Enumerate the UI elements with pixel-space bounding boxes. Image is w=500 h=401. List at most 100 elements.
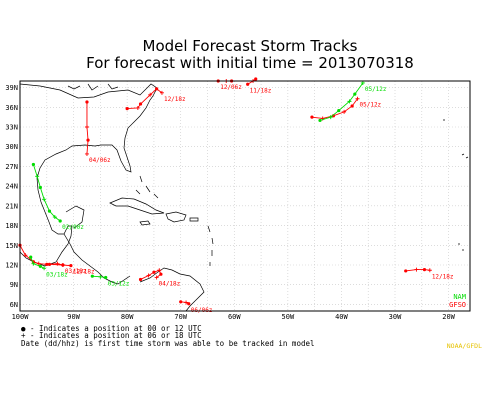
us-coastline xyxy=(19,83,158,267)
lon-tick-label: 20W xyxy=(442,313,455,321)
track-point-intermediate xyxy=(414,267,419,272)
track-point-intermediate xyxy=(360,80,365,85)
coastlines xyxy=(19,83,469,312)
track-point-synoptic xyxy=(29,255,33,259)
legend-line-synoptic: ● - Indicates a position at 00 or 12 UTC xyxy=(21,324,202,333)
track-date-label: 04/18z xyxy=(159,280,181,287)
lat-tick-label: 21N xyxy=(5,202,18,210)
axis-labels: 6N 9N 12N 15N 18N 21N 24N 27N 30N 33N 36N 39N 100W 90… xyxy=(5,84,455,321)
track-point-synoptic xyxy=(337,108,341,113)
track-date-label: 12/18z xyxy=(432,273,454,280)
track-point-synoptic xyxy=(85,100,89,104)
legend-line-intermediate: + - Indicates a position at 06 or 18 UTC xyxy=(21,331,202,340)
atlantic-islands xyxy=(443,119,469,159)
track-point-synoptic xyxy=(353,92,357,96)
track-point-synoptic xyxy=(187,302,191,306)
track-point-intermediate xyxy=(84,151,89,156)
lon-tick-label: 60W xyxy=(228,313,241,321)
track-point-synoptic xyxy=(422,268,427,272)
jamaica xyxy=(139,220,151,226)
track-point-synoptic xyxy=(138,277,143,282)
map-background xyxy=(20,81,470,311)
track-point-intermediate xyxy=(98,274,103,279)
lat-tick-label: 30N xyxy=(5,143,18,151)
track-point-synoptic xyxy=(31,162,35,167)
track-point-intermediate xyxy=(36,261,41,266)
track-point-synoptic xyxy=(152,270,156,274)
track-point-synoptic xyxy=(47,209,52,213)
track-line-gfso xyxy=(405,269,430,272)
lon-tick-label: 50W xyxy=(282,313,295,321)
track-date-label: 02/00z xyxy=(62,224,84,231)
track-point-intermediate xyxy=(60,263,65,267)
track-date-label: 12/18z xyxy=(164,96,186,103)
track-point-synoptic xyxy=(69,264,73,268)
lat-tick-label: 36N xyxy=(5,104,18,112)
yucatan xyxy=(65,205,85,229)
track-point-synoptic xyxy=(179,300,183,304)
track-point-intermediate xyxy=(42,266,47,271)
track-date-label: 03/18z xyxy=(65,268,87,275)
lat-lon-grid xyxy=(19,81,470,311)
track-line-nam xyxy=(30,256,45,269)
track-point-intermediate xyxy=(42,197,47,202)
track-point-synoptic xyxy=(159,272,163,276)
cuba xyxy=(109,197,165,215)
lat-tick-label: 24N xyxy=(5,183,18,191)
track-date-label: 12/18z xyxy=(73,269,95,276)
track-point-synoptic xyxy=(58,219,62,223)
track-point-synoptic xyxy=(125,107,129,111)
model-legend-gfso: GFSO xyxy=(449,301,466,309)
track-point-synoptic xyxy=(404,269,408,273)
track-point-synoptic xyxy=(104,275,108,280)
track-point-intermediate xyxy=(154,275,159,280)
track-point-synoptic xyxy=(38,185,42,190)
lat-tick-label: 39N xyxy=(5,84,18,92)
track-date-label: 04/06z xyxy=(89,157,111,164)
track-point-intermediate xyxy=(355,96,360,101)
page-title: Model Forecast Storm Tracks xyxy=(142,37,358,55)
track-point-intermediate xyxy=(427,268,432,273)
track-point-intermediate xyxy=(342,109,347,114)
cape-verde xyxy=(458,243,464,251)
lat-tick-label: 6N xyxy=(10,301,18,309)
track-point-synoptic xyxy=(246,82,250,86)
track-point-intermediate xyxy=(23,253,28,258)
lon-tick-label: 90W xyxy=(67,313,80,321)
page-subtitle: For forecast with initial time = 2013070… xyxy=(86,54,414,72)
track-point-intermediate xyxy=(159,90,164,95)
credit-label: NOAA/GFDL xyxy=(446,342,482,350)
track-point-intermediate xyxy=(347,99,352,104)
track-point-synoptic xyxy=(350,104,354,108)
lon-tick-label: 70W xyxy=(174,313,187,321)
track-line-nam xyxy=(319,82,364,121)
lon-tick-label: 80W xyxy=(121,313,134,321)
track-point-synoptic xyxy=(254,77,258,81)
track-point-synoptic xyxy=(155,87,159,91)
lat-tick-label: 9N xyxy=(10,281,18,289)
track-point-intermediate xyxy=(52,215,57,220)
track-date-label: 03/18z xyxy=(46,271,68,278)
track-date-label: 03/12z xyxy=(108,280,130,287)
lat-tick-label: 27N xyxy=(5,163,18,171)
puerto-rico xyxy=(189,217,199,222)
track-date-label: 11/18z xyxy=(250,87,272,94)
model-legend-nam: NAM xyxy=(453,293,466,301)
track-point-intermediate xyxy=(35,174,40,179)
storm-tracks xyxy=(18,77,432,306)
south-america-coast xyxy=(139,267,205,312)
track-point-intermediate xyxy=(328,115,333,120)
track-point-synoptic xyxy=(38,264,42,268)
track-line-gfso xyxy=(86,102,89,154)
track-point-intermediate xyxy=(148,92,153,97)
map-frame xyxy=(19,80,471,312)
track-date-label: 06/06z xyxy=(191,307,213,314)
track-point-intermediate xyxy=(135,105,140,110)
track-date-label: 05/12z xyxy=(360,102,382,109)
track-point-synoptic xyxy=(90,274,94,278)
track-point-synoptic xyxy=(86,138,90,142)
track-date-label: 12/06z xyxy=(220,84,242,91)
track-point-intermediate xyxy=(31,261,36,266)
track-point-synoptic xyxy=(318,118,322,123)
